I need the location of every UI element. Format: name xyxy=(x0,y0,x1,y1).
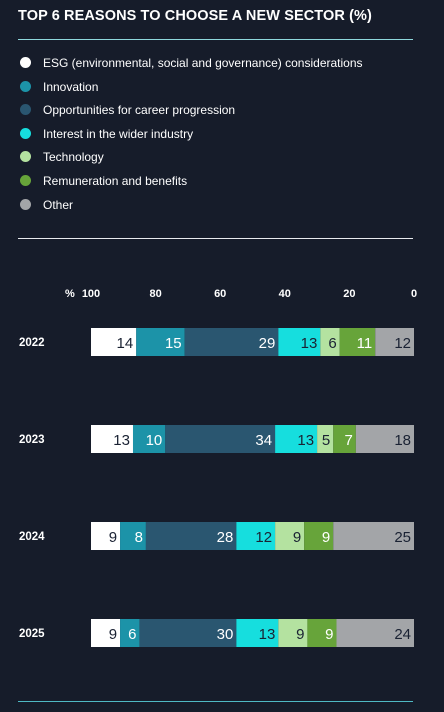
data-label-innovation-2023: 10 xyxy=(146,432,163,449)
x-tick-label-20: 20 xyxy=(343,288,355,300)
bar-esg-environmental-social-and-governance-considerations-2023 xyxy=(91,425,133,453)
x-tick-label-60: 60 xyxy=(214,288,226,300)
bar-opportunities-for-career-progression-2025 xyxy=(139,619,237,647)
top-divider xyxy=(18,39,413,40)
legend-item-innovation: Innovation xyxy=(20,79,363,103)
data-label-technology-2025: 9 xyxy=(296,626,304,643)
legend-label-career: Opportunities for career progression xyxy=(43,103,236,118)
bar-interest-in-the-wider-industry-2022 xyxy=(278,328,321,356)
legend-item-industry: Interest in the wider industry xyxy=(20,126,363,150)
legend-swatch-career xyxy=(20,104,31,116)
bar-remuneration-and-benefits-2022 xyxy=(339,328,376,356)
bar-interest-in-the-wider-industry-2023 xyxy=(275,425,318,453)
bar-remuneration-and-benefits-2025 xyxy=(307,619,337,647)
bar-opportunities-for-career-progression-2023 xyxy=(165,425,276,453)
legend-label-technology: Technology xyxy=(43,150,104,165)
data-label-remuneration-and-benefits-2022: 11 xyxy=(357,335,373,352)
data-label-other-2022: 12 xyxy=(394,335,411,352)
bar-interest-in-the-wider-industry-2024 xyxy=(236,522,276,550)
legend-label-other: Other xyxy=(43,197,74,212)
category-label-2024: 2024 xyxy=(19,531,45,543)
bar-innovation-2022 xyxy=(136,328,185,356)
data-label-remuneration-and-benefits-2023: 7 xyxy=(345,432,353,449)
bar-technology-2022 xyxy=(320,328,340,356)
legend-swatch-innovation xyxy=(20,80,31,92)
data-label-esg-environmental-social-and-governance-considerations-2025: 9 xyxy=(109,626,117,643)
legend-divider xyxy=(18,238,413,239)
data-label-opportunities-for-career-progression-2024: 28 xyxy=(217,529,234,546)
data-label-innovation-2024: 8 xyxy=(135,529,143,546)
category-label-2022: 2022 xyxy=(19,337,45,349)
data-label-remuneration-and-benefits-2025: 9 xyxy=(325,626,333,643)
data-label-esg-environmental-social-and-governance-considerations-2022: 14 xyxy=(117,335,134,352)
bar-remuneration-and-benefits-2024 xyxy=(304,522,334,550)
data-label-opportunities-for-career-progression-2025: 30 xyxy=(217,626,234,643)
data-label-other-2023: 18 xyxy=(394,432,411,449)
bar-other-2023 xyxy=(355,425,414,453)
legend-item-career: Opportunities for career progression xyxy=(20,102,363,126)
legend-label-esg: ESG (environmental, social and governanc… xyxy=(43,56,363,70)
legend-swatch-esg xyxy=(20,57,31,68)
data-label-innovation-2022: 15 xyxy=(165,335,182,352)
axis-unit-label: % xyxy=(65,288,75,300)
x-tick-label-100: 100 xyxy=(82,288,100,300)
x-tick-label-80: 80 xyxy=(149,288,161,300)
chart-title: TOP 6 REASONS TO CHOOSE A NEW SECTOR (%) xyxy=(18,8,372,24)
legend-label-remuneration: Remuneration and benefits xyxy=(43,173,188,188)
legend-label-innovation: Innovation xyxy=(43,79,99,94)
data-label-interest-in-the-wider-industry-2024: 12 xyxy=(255,529,272,546)
bar-innovation-2025 xyxy=(120,619,140,647)
data-label-technology-2022: 6 xyxy=(328,335,336,352)
category-label-2023: 2023 xyxy=(19,434,45,446)
bar-innovation-2024 xyxy=(120,522,146,550)
bar-technology-2023 xyxy=(317,425,334,453)
data-label-other-2024: 25 xyxy=(394,529,411,546)
bar-opportunities-for-career-progression-2024 xyxy=(145,522,237,550)
data-label-innovation-2025: 6 xyxy=(128,626,136,643)
bar-technology-2024 xyxy=(275,522,305,550)
bar-other-2025 xyxy=(336,619,414,647)
data-label-interest-in-the-wider-industry-2023: 13 xyxy=(297,432,314,449)
bar-innovation-2023 xyxy=(132,425,166,453)
data-label-technology-2024: 9 xyxy=(293,529,301,546)
legend: ESG (environmental, social and governanc… xyxy=(20,55,363,220)
legend-label-industry: Interest in the wider industry xyxy=(43,126,194,141)
legend-swatch-other xyxy=(20,198,31,210)
legend-item-technology: Technology xyxy=(20,149,363,173)
bar-esg-environmental-social-and-governance-considerations-2025 xyxy=(91,619,121,647)
bar-other-2024 xyxy=(333,522,414,550)
category-label-2025: 2025 xyxy=(19,628,45,640)
bar-technology-2025 xyxy=(278,619,308,647)
data-label-other-2025: 24 xyxy=(394,626,411,643)
x-tick-label-40: 40 xyxy=(279,288,291,300)
data-label-technology-2023: 5 xyxy=(322,432,330,449)
legend-swatch-remuneration xyxy=(20,174,31,186)
data-label-remuneration-and-benefits-2024: 9 xyxy=(322,529,330,546)
data-label-esg-environmental-social-and-governance-considerations-2024: 9 xyxy=(109,529,117,546)
bar-esg-environmental-social-and-governance-considerations-2024 xyxy=(91,522,121,550)
data-label-esg-environmental-social-and-governance-considerations-2023: 13 xyxy=(113,432,130,449)
bar-other-2022 xyxy=(375,328,414,356)
bar-opportunities-for-career-progression-2022 xyxy=(184,328,279,356)
bar-interest-in-the-wider-industry-2025 xyxy=(236,619,279,647)
data-label-interest-in-the-wider-industry-2022: 13 xyxy=(301,335,318,352)
bottom-divider xyxy=(18,701,413,702)
bar-remuneration-and-benefits-2023 xyxy=(333,425,356,453)
legend-item-esg: ESG (environmental, social and governanc… xyxy=(20,55,363,79)
data-label-opportunities-for-career-progression-2022: 29 xyxy=(259,335,276,352)
x-tick-label-0: 0 xyxy=(411,288,417,300)
data-label-opportunities-for-career-progression-2023: 34 xyxy=(255,432,272,449)
legend-swatch-industry xyxy=(20,127,31,139)
bar-esg-environmental-social-and-governance-considerations-2022 xyxy=(91,328,137,356)
legend-item-other: Other xyxy=(20,197,363,221)
legend-swatch-technology xyxy=(20,151,31,163)
data-label-interest-in-the-wider-industry-2025: 13 xyxy=(259,626,276,643)
legend-item-remuneration: Remuneration and benefits xyxy=(20,173,363,197)
